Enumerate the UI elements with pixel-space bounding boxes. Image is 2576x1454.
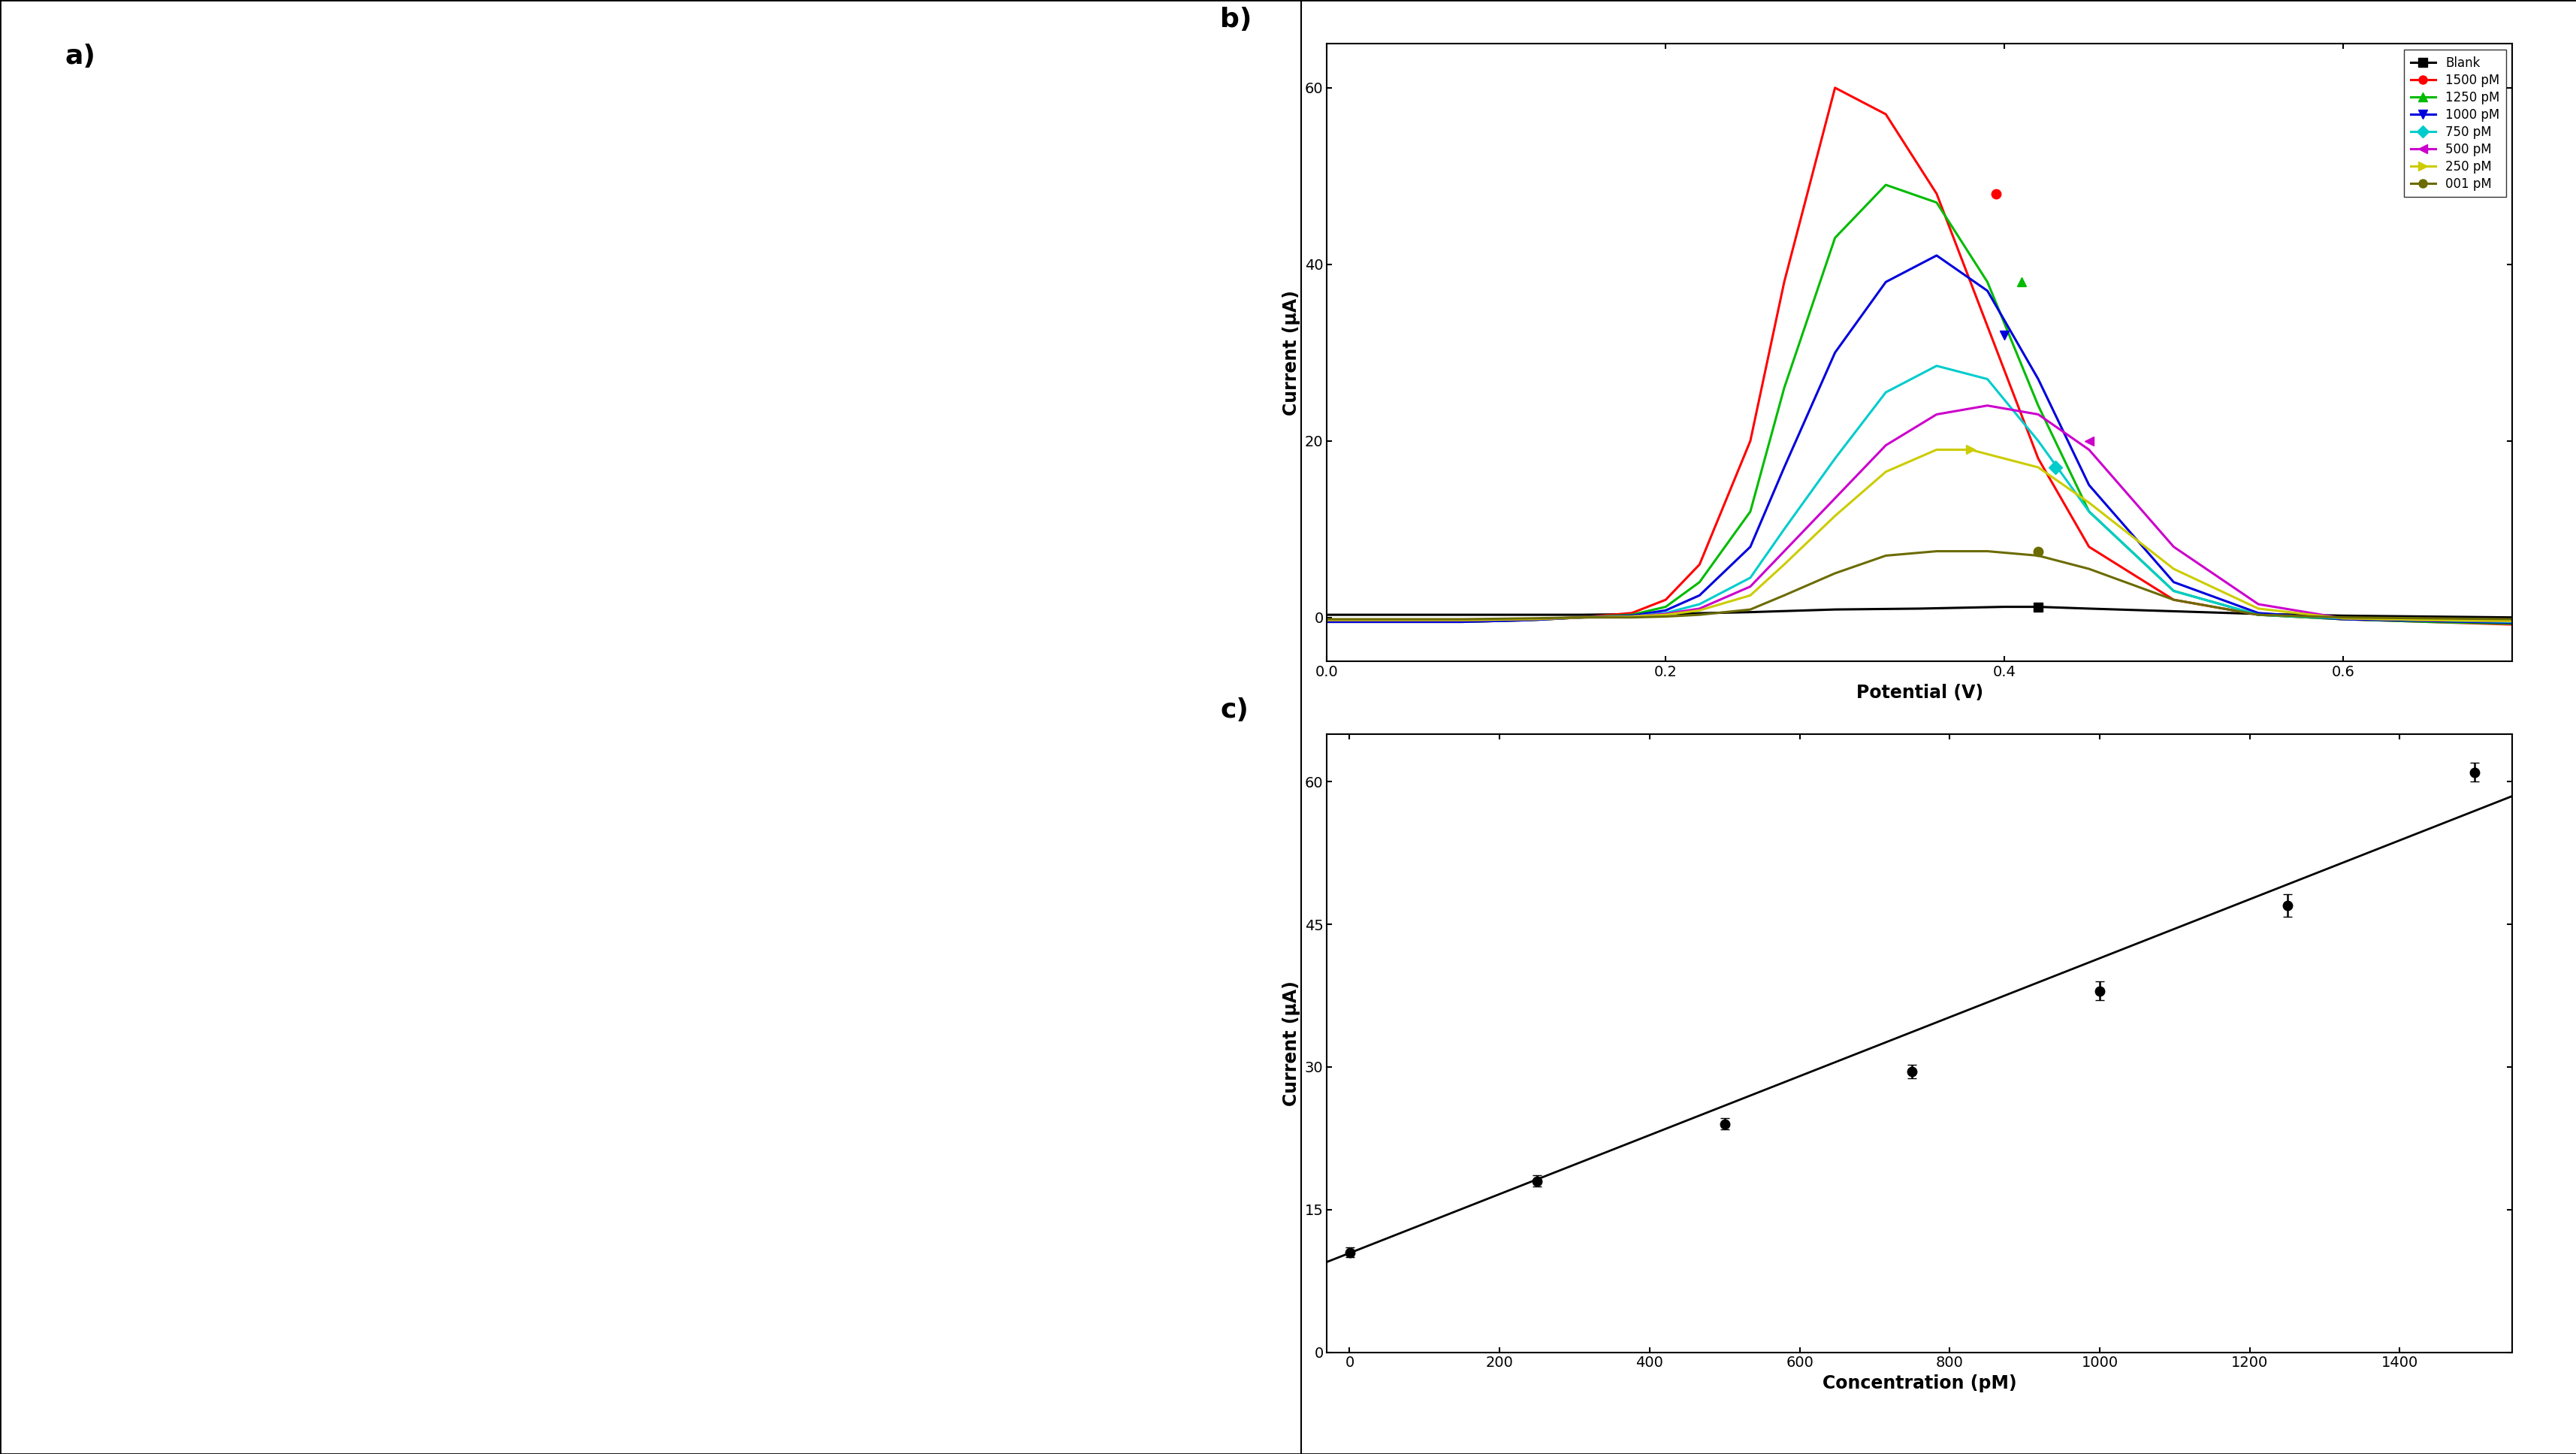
Y-axis label: Current (μA): Current (μA) — [1283, 980, 1301, 1106]
Text: a): a) — [64, 44, 95, 70]
Legend: Blank, 1500 pM, 1250 pM, 1000 pM, 750 pM, 500 pM, 250 pM, 001 pM: Blank, 1500 pM, 1250 pM, 1000 pM, 750 pM… — [2403, 49, 2506, 196]
Text: b): b) — [1221, 7, 1252, 32]
Y-axis label: Current (μA): Current (μA) — [1283, 289, 1301, 416]
Text: c): c) — [1221, 696, 1249, 723]
X-axis label: Concentration (pM): Concentration (pM) — [1821, 1374, 2017, 1393]
X-axis label: Potential (V): Potential (V) — [1855, 683, 1984, 702]
